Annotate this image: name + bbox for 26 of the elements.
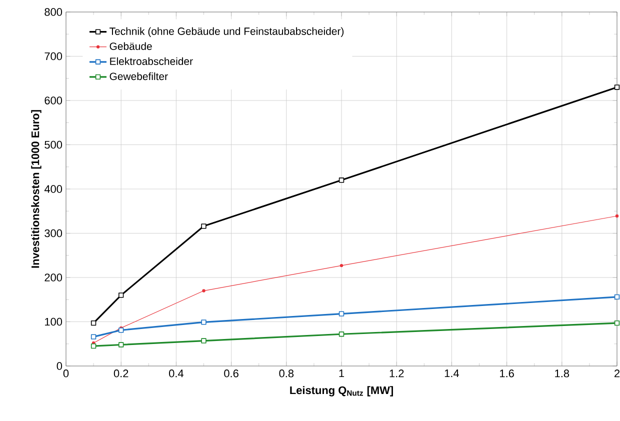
x-tick-label: 0	[63, 370, 69, 378]
y-tick-label: 400	[44, 185, 62, 193]
x-tick-label: 0.8	[279, 370, 294, 378]
x-tick-label: 1.2	[390, 370, 404, 378]
legend-label: Technik (ohne Gebäude und Feinstaubabscheider)	[110, 27, 344, 38]
y-tick-label: 800	[44, 8, 62, 16]
y-tick-label: 0	[56, 362, 62, 370]
x-tick-label: 1.6	[500, 370, 514, 378]
y-tick-label: 600	[44, 96, 62, 104]
x-tick-label: 1.4	[444, 370, 459, 378]
x-tick-label: 1.8	[555, 370, 570, 378]
x-tick-label: 0.2	[114, 370, 128, 378]
y-tick-label: 300	[44, 229, 62, 238]
x-tick-label: 0.6	[224, 370, 238, 378]
legend-label: Gebäude	[110, 42, 152, 50]
y-tick-label: 700	[44, 52, 62, 60]
legend-label: Elektroabscheider	[110, 57, 193, 66]
x-tick-label: 1	[339, 370, 344, 378]
x-tick-label: 0.4	[169, 370, 184, 378]
x-axis-title: Leistung Q$_{Nutz}$ [MW]	[290, 386, 393, 396]
y-axis-title: Investitionskosten [1000 Euro]	[31, 110, 42, 268]
x-tick-label: 2	[614, 370, 620, 378]
y-tick-label: 500	[44, 140, 62, 149]
y-tick-label: 200	[44, 274, 62, 282]
y-tick-label: 100	[45, 318, 62, 326]
legend-label: Gewebefilter	[110, 72, 168, 80]
